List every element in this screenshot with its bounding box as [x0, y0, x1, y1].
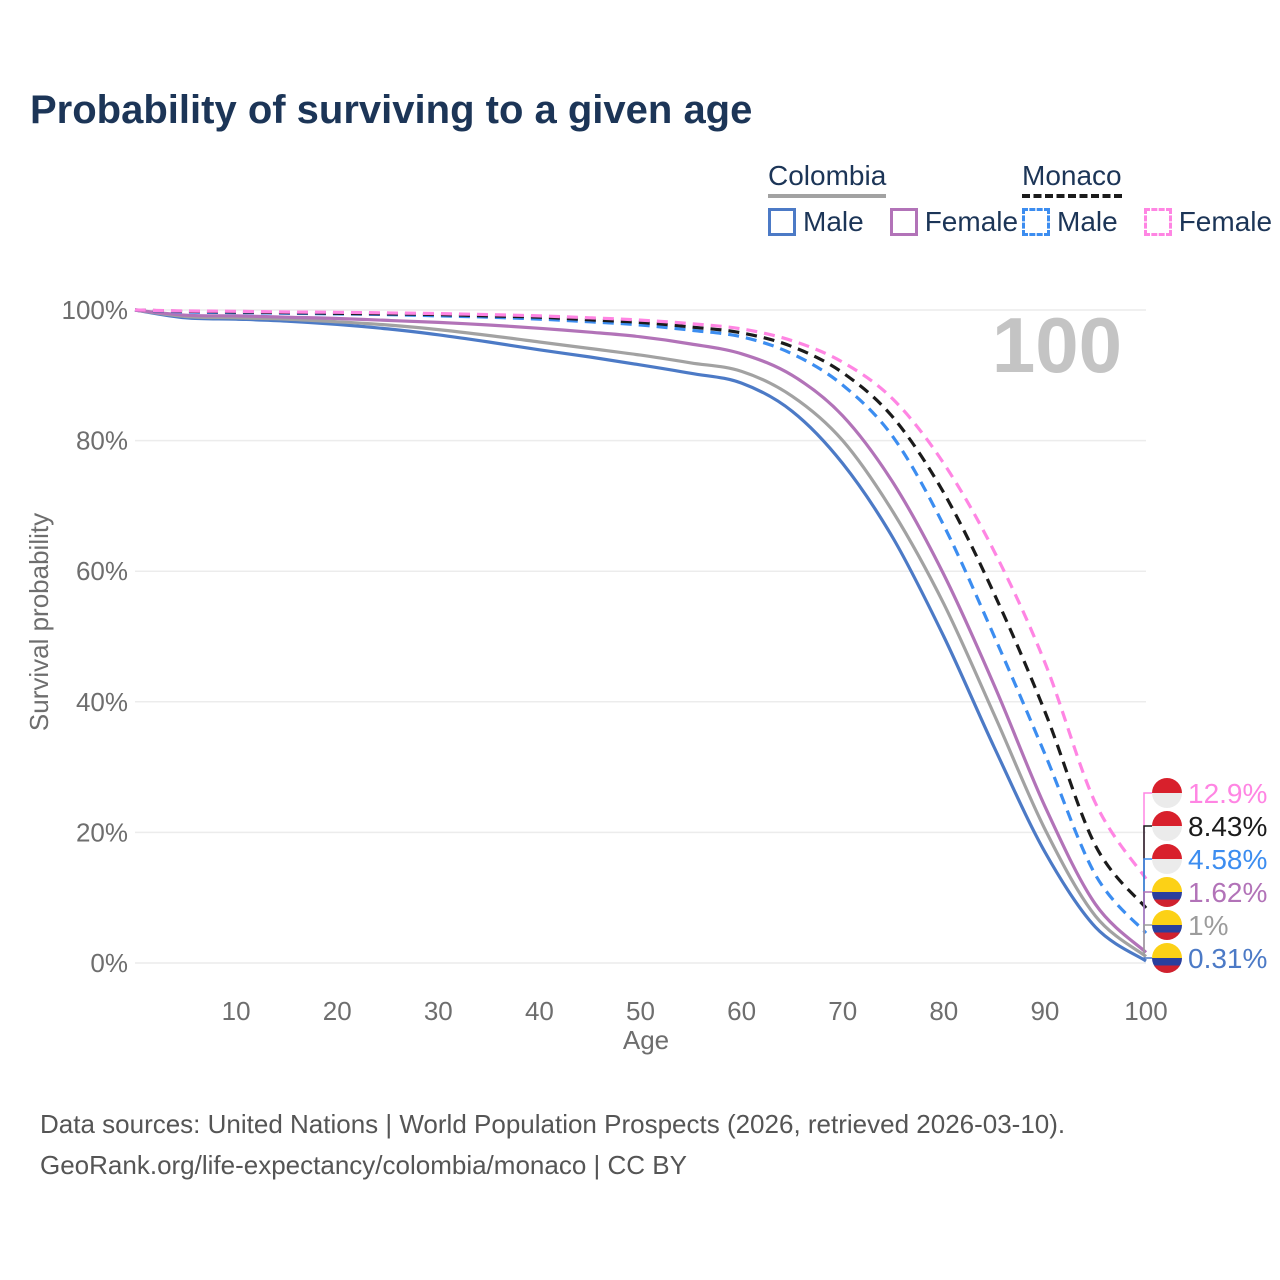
legend-label-monaco-female: Female: [1178, 206, 1273, 237]
x-tick-label: 40: [525, 996, 554, 1026]
monaco-flag-icon: [1152, 811, 1182, 841]
curve-monaco-both[interactable]: [134, 308, 1148, 910]
legend-group-colombia: Colombia Male Female: [768, 160, 1018, 238]
end-label-value: 1.62%: [1188, 877, 1267, 908]
legend-label-colombia-male: Male: [803, 206, 864, 237]
curve-colombia-both[interactable]: [134, 308, 1148, 958]
x-tick-label: 50: [626, 996, 655, 1026]
leader-line: [1143, 792, 1152, 879]
x-tick-label: 70: [828, 996, 857, 1026]
leader-line: [1143, 924, 1152, 957]
legend-items-colombia: Male Female: [768, 206, 1018, 238]
gridlines: [135, 309, 1146, 964]
leader-line: [1143, 825, 1152, 908]
legend-item-monaco-female[interactable]: Female: [1143, 206, 1273, 238]
survival-curves: [134, 308, 1148, 963]
footer-sources: Data sources: United Nations | World Pop…: [40, 1109, 1066, 1139]
y-axis-title: Survival probability: [24, 513, 54, 731]
y-tick-label: 80%: [76, 426, 128, 456]
y-tick-label: 0%: [90, 948, 128, 978]
colombia-female-swatch-icon: [889, 208, 918, 236]
curve-monaco-male[interactable]: [134, 308, 1148, 935]
x-tick-label: 100: [1124, 996, 1167, 1026]
leader-line: [1143, 891, 1152, 953]
leader-line: [1143, 957, 1152, 961]
monaco-flag-icon: [1152, 844, 1182, 874]
curve-colombia-female[interactable]: [134, 308, 1148, 954]
footer-attribution: GeoRank.org/life-expectancy/colombia/mon…: [40, 1150, 687, 1180]
y-axis-ticks: 0% 20% 40% 60% 80% 100%: [62, 295, 129, 978]
end-label-value: 1%: [1188, 910, 1228, 941]
legend: Colombia Male Female Monaco Male: [0, 160, 1280, 250]
leader-line: [1143, 858, 1152, 934]
x-tick-label: 80: [929, 996, 958, 1026]
end-value-labels: 12.9%8.43%4.58%1.62%1%0.31%: [1143, 778, 1267, 974]
x-tick-label: 20: [323, 996, 352, 1026]
end-label-value: 12.9%: [1188, 778, 1267, 809]
legend-label-monaco-male: Male: [1057, 206, 1118, 237]
colombia-male-swatch-icon: [768, 208, 796, 236]
y-tick-label: 60%: [76, 556, 128, 586]
y-tick-label: 40%: [76, 687, 128, 717]
curve-monaco-female[interactable]: [134, 308, 1148, 880]
x-axis-title: Age: [623, 1025, 669, 1055]
legend-items-monaco: Male Female: [1022, 206, 1272, 238]
hover-age-watermark: 100: [992, 301, 1122, 389]
x-tick-label: 30: [424, 996, 453, 1026]
colombia-flag-icon: [1152, 877, 1182, 907]
colombia-flag-icon: [1152, 943, 1182, 973]
legend-item-colombia-male[interactable]: Male: [768, 206, 864, 238]
footer: Data sources: United Nations | World Pop…: [40, 1104, 1065, 1186]
legend-item-monaco-male[interactable]: Male: [1022, 206, 1118, 238]
monaco-male-swatch-icon: [1022, 208, 1050, 236]
end-label-value: 8.43%: [1188, 811, 1267, 842]
colombia-flag-icon: [1152, 910, 1182, 940]
legend-group-monaco: Monaco Male Female: [1022, 160, 1272, 238]
end-label-value: 4.58%: [1188, 844, 1267, 875]
legend-label-colombia-female: Female: [924, 206, 1019, 237]
page-title: Probability of surviving to a given age: [30, 88, 753, 132]
monaco-flag-icon: [1152, 778, 1182, 808]
monaco-female-swatch-icon: [1143, 208, 1172, 236]
y-tick-label: 100%: [62, 295, 129, 325]
x-tick-label: 10: [222, 996, 251, 1026]
x-tick-label: 60: [727, 996, 756, 1026]
x-tick-label: 90: [1030, 996, 1059, 1026]
legend-country-colombia[interactable]: Colombia: [768, 160, 887, 198]
legend-item-colombia-female[interactable]: Female: [889, 206, 1019, 238]
legend-country-monaco[interactable]: Monaco: [1022, 160, 1122, 198]
curve-colombia-male[interactable]: [134, 308, 1147, 963]
y-tick-label: 20%: [76, 817, 128, 847]
end-label-value: 0.31%: [1188, 943, 1267, 974]
x-axis-ticks: 10 20 30 40 50 60 70 80 90 100: [222, 996, 1168, 1026]
